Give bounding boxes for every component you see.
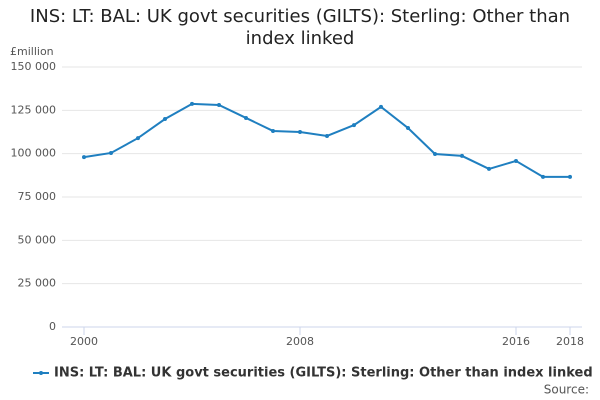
data-point: [190, 101, 194, 106]
data-point: [352, 123, 356, 128]
data-point: [460, 153, 464, 158]
data-point: [244, 115, 248, 120]
y-tick-label: 50 000: [18, 233, 57, 246]
data-point: [406, 126, 410, 131]
legend-label: INS: LT: BAL: UK govt securities (GILTS)…: [54, 366, 593, 381]
chart-title: INS: LT: BAL: UK govt securities (GILTS)…: [29, 6, 571, 49]
source: Source:: [544, 383, 589, 397]
x-tick-label: 2016: [502, 335, 530, 348]
data-point: [433, 152, 437, 157]
y-tick-label: 75 000: [18, 190, 57, 203]
y-tick-label: 125 000: [11, 103, 57, 116]
y-tick-label: 0: [49, 320, 56, 333]
legend-marker: [39, 371, 43, 375]
data-point: [568, 174, 572, 179]
data-point: [109, 150, 113, 155]
data-point: [541, 174, 545, 179]
data-point: [163, 117, 167, 121]
data-point: [136, 136, 140, 141]
data-point: [514, 158, 518, 163]
y-tick-label: 100 000: [11, 147, 57, 160]
x-tick-label: 2000: [70, 335, 98, 348]
x-tick-label: 2008: [286, 335, 314, 348]
data-point: [325, 133, 329, 138]
data-point: [298, 130, 302, 134]
data-line: [83, 102, 570, 178]
data-point: [271, 128, 275, 133]
y-tick-label: 25 000: [18, 277, 57, 290]
data-point: [217, 102, 221, 107]
x-tick-label: 2018: [556, 335, 584, 348]
data-point: [379, 104, 383, 109]
y-tick-label: 150 000: [11, 60, 57, 73]
data-point: [487, 166, 491, 171]
data-point: [82, 155, 86, 160]
